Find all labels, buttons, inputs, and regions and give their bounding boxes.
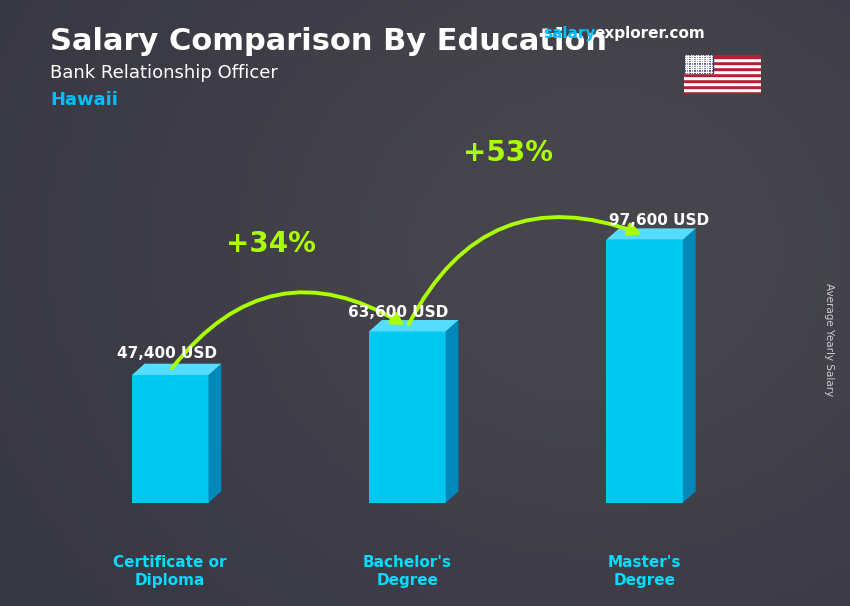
- Polygon shape: [445, 320, 458, 503]
- Bar: [684, 64, 761, 67]
- Polygon shape: [132, 364, 221, 375]
- Polygon shape: [369, 331, 445, 503]
- Polygon shape: [369, 320, 458, 331]
- Bar: [684, 82, 761, 85]
- Polygon shape: [606, 228, 695, 240]
- Polygon shape: [208, 364, 221, 503]
- Bar: [684, 55, 713, 73]
- Text: Salary Comparison By Education: Salary Comparison By Education: [50, 27, 607, 56]
- Bar: [684, 76, 761, 79]
- Text: Bachelor's
Degree: Bachelor's Degree: [363, 555, 452, 588]
- Text: Hawaii: Hawaii: [50, 91, 118, 109]
- Bar: [684, 88, 761, 91]
- Text: +34%: +34%: [225, 230, 315, 259]
- Text: Master's
Degree: Master's Degree: [608, 555, 682, 588]
- Text: explorer.com: explorer.com: [594, 26, 706, 41]
- FancyArrowPatch shape: [409, 217, 638, 324]
- Bar: [684, 67, 761, 70]
- FancyArrowPatch shape: [172, 292, 401, 368]
- Bar: [684, 85, 761, 88]
- Bar: [684, 91, 761, 94]
- Bar: [684, 70, 761, 73]
- Polygon shape: [683, 228, 695, 503]
- Bar: [684, 79, 761, 82]
- Bar: [684, 61, 761, 64]
- Text: +53%: +53%: [462, 139, 552, 167]
- Text: salary: salary: [544, 26, 596, 41]
- Bar: [684, 55, 761, 58]
- Text: Certificate or
Diploma: Certificate or Diploma: [113, 555, 227, 588]
- Bar: [684, 73, 761, 76]
- Text: Average Yearly Salary: Average Yearly Salary: [824, 283, 834, 396]
- Bar: [684, 58, 761, 61]
- Text: 47,400 USD: 47,400 USD: [116, 347, 217, 361]
- Text: 97,600 USD: 97,600 USD: [609, 213, 709, 228]
- Polygon shape: [132, 375, 208, 503]
- Text: Bank Relationship Officer: Bank Relationship Officer: [50, 64, 278, 82]
- Text: 63,600 USD: 63,600 USD: [348, 305, 449, 320]
- Polygon shape: [606, 240, 683, 503]
